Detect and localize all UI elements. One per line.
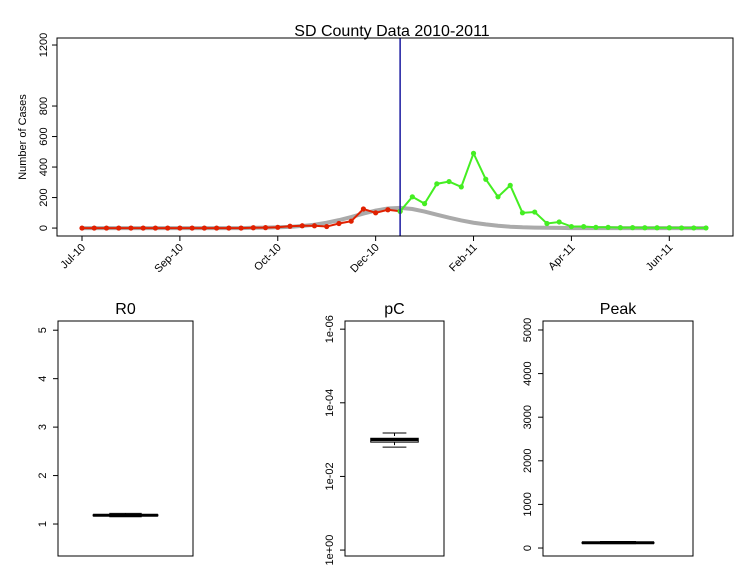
point [519, 210, 526, 216]
y-tick-label: 600 [38, 127, 50, 145]
y-tick-label: 1000 [522, 492, 534, 516]
point [483, 176, 489, 182]
y-tick-label: 800 [38, 97, 50, 115]
plot-frame [57, 320, 194, 557]
point [666, 225, 672, 231]
y-tick-label: 3 [37, 424, 49, 430]
point [409, 194, 415, 200]
point [201, 225, 207, 231]
y-tick-label: 2000 [522, 449, 534, 473]
point [213, 225, 220, 231]
plot-frame [542, 320, 694, 557]
y-tick-label: 5 [37, 327, 49, 333]
chart-title: Peak [600, 301, 637, 318]
point [458, 184, 464, 190]
point [556, 219, 562, 225]
x-tick-label: Feb-11 [447, 242, 480, 275]
x-tick-label: Dec-10 [348, 242, 382, 276]
y-tick-label: 0 [38, 225, 50, 231]
chart-title: SD County Data 2010-2011 [294, 23, 489, 40]
point [654, 225, 660, 231]
y-tick-label: 1 [37, 521, 49, 527]
y-tick-label: 1e-06 [324, 315, 336, 343]
y-tick-label: 1200 [38, 33, 50, 57]
point [128, 225, 134, 231]
y-tick-label: 1e-04 [324, 389, 336, 417]
point [678, 225, 685, 231]
y-tick-label: 1e+00 [324, 535, 336, 566]
y-tick-label: 400 [38, 158, 50, 176]
point [470, 150, 477, 156]
point [238, 225, 244, 231]
point [189, 225, 195, 231]
x-tick-label: Oct-10 [252, 242, 284, 274]
chart-title: pC [384, 301, 404, 318]
point [299, 223, 305, 229]
y-tick-label: 3000 [522, 405, 534, 429]
point [79, 225, 85, 231]
point [262, 225, 269, 231]
point [581, 223, 587, 230]
point [434, 181, 440, 187]
point [446, 178, 452, 185]
y-tick-label: 4 [37, 376, 49, 382]
point [642, 225, 648, 231]
point [373, 210, 379, 216]
y-tick-label: 4000 [522, 361, 534, 385]
point [324, 223, 330, 230]
point [568, 223, 575, 230]
y-tick-label: 2 [37, 473, 49, 479]
y-axis-label: Number of Cases [17, 94, 29, 180]
y-tick-label: 5000 [522, 318, 534, 342]
point [226, 225, 232, 231]
point [250, 225, 256, 231]
plot-frame [344, 320, 445, 557]
point [116, 225, 122, 231]
point [152, 225, 159, 231]
point [311, 223, 318, 229]
point [103, 225, 110, 231]
y-tick-label: 0 [522, 545, 534, 551]
point [91, 225, 97, 231]
point [605, 224, 611, 230]
point [348, 218, 354, 224]
x-tick-label: Jul-10 [58, 242, 88, 272]
point [336, 220, 342, 227]
point [593, 224, 599, 230]
point [629, 225, 636, 231]
x-tick-label: Jun-11 [644, 242, 676, 274]
plot-frame [56, 37, 734, 237]
point [360, 206, 367, 212]
x-tick-label: Apr-11 [546, 242, 577, 273]
point [385, 207, 391, 213]
point [275, 224, 281, 230]
point [544, 220, 550, 227]
chart-title: R0 [115, 301, 136, 318]
point [532, 209, 538, 215]
point [691, 225, 697, 231]
point [140, 225, 146, 231]
y-tick-label: 200 [38, 188, 50, 206]
point [703, 225, 709, 231]
point [617, 225, 623, 231]
point [165, 225, 171, 231]
x-tick-label: Sep-10 [152, 242, 186, 276]
point [287, 223, 293, 229]
point [177, 225, 183, 231]
y-tick-label: 1e-02 [324, 462, 336, 490]
point [495, 194, 501, 200]
point [507, 182, 513, 188]
point [421, 201, 428, 207]
